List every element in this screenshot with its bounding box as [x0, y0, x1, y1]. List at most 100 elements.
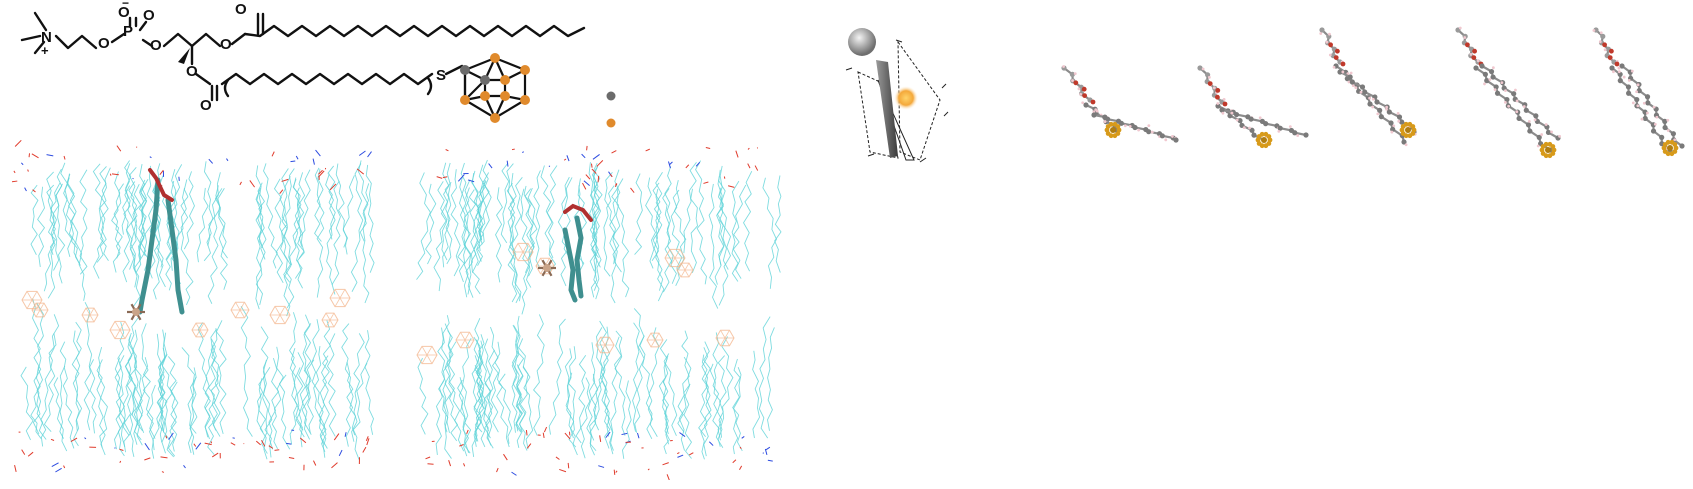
headgroup-bond: [338, 449, 343, 457]
lipid-chain: [207, 338, 220, 455]
lipid-chain: [495, 187, 503, 283]
carborane-cage-wire: [230, 301, 250, 319]
hydrogen-sphere: [1483, 82, 1486, 86]
lipid-chain: [774, 175, 782, 273]
carborane-cage-wire: [455, 331, 475, 349]
headgroup-bond: [542, 432, 545, 439]
lipid-chain: [564, 348, 575, 439]
lipid-chain: [464, 179, 474, 298]
lipid-conformer-5: [1592, 27, 1685, 157]
lipid-chain: [731, 180, 740, 282]
headgroup-bond: [358, 150, 366, 156]
lipid-chain: [161, 332, 173, 454]
hydrogen-sphere: [1544, 123, 1548, 126]
lipid-chain: [133, 179, 148, 307]
lipid-chain: [278, 374, 291, 450]
lipid-chain: [298, 169, 311, 247]
lipid-chain: [732, 358, 743, 452]
lipid-chain: [197, 322, 211, 440]
headgroup-bond: [261, 440, 266, 447]
oxygen-sphere: [1215, 94, 1220, 100]
headgroup-bond: [630, 187, 635, 193]
lipid-chain: [589, 380, 603, 456]
lipid-chain: [50, 182, 61, 271]
highlighted-lipid-headgroup: [148, 168, 174, 202]
lipid-chain: [520, 188, 530, 315]
lipid-chain: [476, 334, 491, 439]
highlighted-carborane: [127, 303, 145, 321]
headgroup-bond: [583, 180, 590, 186]
atom-sphere: [1679, 143, 1685, 149]
cage-atom: [1543, 141, 1549, 147]
lipid-chain: [55, 183, 66, 284]
lipid-chain: [490, 326, 499, 433]
lipid-chain: [67, 173, 81, 266]
lipid-chain: [100, 167, 111, 262]
hydrogen-sphere: [1341, 70, 1345, 74]
lipid-chain: [283, 187, 302, 317]
atom-label-oxygen: O: [200, 97, 212, 114]
headgroup-bond: [728, 185, 735, 188]
atom-sphere: [1634, 96, 1640, 103]
lipid-chain: [678, 356, 692, 451]
headgroup-bond: [63, 465, 66, 469]
lipid-chain: [425, 183, 437, 265]
lipid-chain: [609, 169, 621, 265]
lipid-chain: [79, 169, 88, 275]
oxygen-sphere: [1602, 42, 1607, 48]
lipid-chain: [603, 185, 615, 277]
atom-sphere: [1504, 96, 1510, 103]
headgroup-bond: [567, 462, 570, 469]
hydrogen-sphere: [1666, 129, 1670, 132]
headgroup-bond: [511, 148, 515, 151]
hydrogen-sphere: [1469, 53, 1473, 56]
lipid-chain: [40, 314, 60, 447]
lipid-chain: [486, 349, 495, 446]
headgroup-bond: [685, 164, 690, 169]
lipid-chain: [138, 323, 149, 433]
headgroup-bond: [467, 179, 475, 183]
hydrogen-sphere: [1536, 144, 1540, 148]
hydrogen-sphere: [1522, 105, 1526, 108]
headgroup-bond: [55, 467, 62, 473]
hydrogen-sphere: [1640, 117, 1644, 121]
lipid-chain: [435, 341, 457, 455]
headgroup-bond: [739, 446, 742, 450]
hydrogen-sphere: [1376, 112, 1380, 116]
atom-label-oxygen: O: [235, 1, 247, 18]
lipid-chain: [600, 348, 611, 437]
lipid-chain: [296, 172, 306, 289]
lipid-chain: [633, 308, 645, 433]
headgroup-bond: [281, 178, 289, 182]
lipid-chain: [351, 333, 365, 442]
hydrogen-sphere: [1558, 134, 1561, 138]
hydrogen-sphere: [1612, 70, 1615, 74]
headgroup-bond: [70, 437, 78, 442]
cage-atom: [1108, 121, 1114, 127]
lipid-chain: [183, 171, 195, 250]
headgroup-bond: [543, 426, 548, 433]
lipid-chain: [167, 381, 179, 457]
lipid-chain: [622, 380, 632, 459]
lipid-chain: [540, 165, 557, 273]
lipid-chain: [533, 314, 545, 436]
lipid-chain: [240, 306, 253, 437]
lipid-chain: [289, 312, 304, 431]
atom-label-oxygen: O: [143, 7, 155, 24]
hydrogen-sphere: [1079, 92, 1083, 96]
lipid-chain: [476, 159, 492, 266]
lipid-chain: [511, 325, 521, 433]
atom-sphere: [1399, 119, 1405, 125]
lipid-chain: [677, 330, 690, 433]
hydrogen-sphere: [1617, 66, 1621, 70]
atom-sphere: [1215, 103, 1221, 109]
headgroup-bond: [21, 449, 26, 455]
oxygen-sphere: [1222, 101, 1228, 107]
lipid-chain: [565, 346, 578, 456]
lipid-chain: [662, 380, 670, 455]
oxygen-sphere: [1340, 61, 1346, 67]
headgroup-bond: [739, 465, 743, 471]
lipid-chain: [506, 182, 521, 304]
lipid-chain: [500, 162, 510, 244]
cone-outline-dashed: [857, 71, 899, 159]
